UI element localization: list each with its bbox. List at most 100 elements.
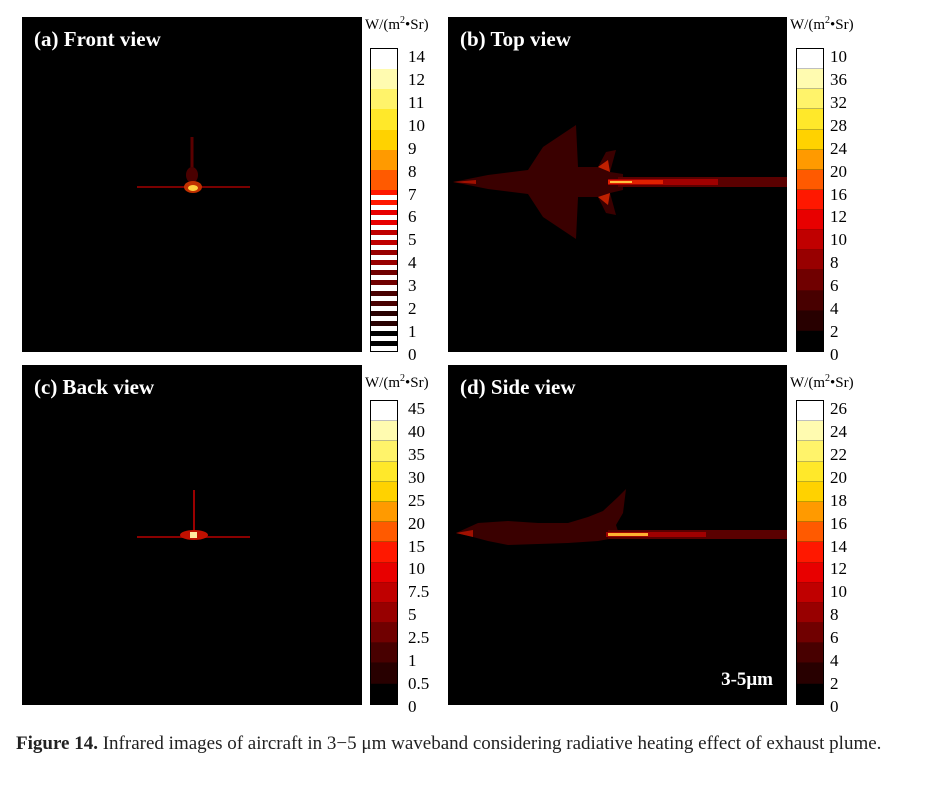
colorbar-tick-label: 11	[408, 92, 425, 112]
colorbar-stripe	[371, 144, 397, 150]
colorbar-d	[796, 400, 824, 705]
colorbar-stripe	[371, 245, 397, 251]
colorbar-stripe	[371, 59, 397, 65]
colorbar-tick-label: 18	[830, 490, 847, 510]
colorbar-segment	[371, 441, 397, 462]
colorbar-tick-label: 2	[830, 322, 839, 342]
colorbar-stripe	[371, 169, 397, 175]
unit-label: W/(m2•Sr)	[790, 15, 854, 33]
colorbar-segment	[371, 501, 397, 523]
colorbar-tick-label: 3	[408, 276, 417, 296]
colorbar-tick-label: 8	[830, 605, 839, 625]
colorbar-stripe	[371, 340, 397, 346]
colorbar-segment	[371, 683, 397, 704]
colorbar-tick-label: 16	[830, 184, 847, 204]
colorbar-stripe	[371, 189, 397, 195]
colorbar-stripe	[371, 134, 397, 140]
colorbar-stripe	[371, 74, 397, 80]
colorbar-segment	[797, 602, 823, 624]
front-view-infrared-image	[137, 137, 250, 193]
colorbar-tick-label: 10	[408, 559, 425, 579]
panel-front-view: (a) Front view	[22, 17, 362, 352]
colorbar-stripe	[371, 64, 397, 70]
colorbar-tick-label: 14	[408, 47, 425, 66]
colorbar-stripe	[371, 119, 397, 125]
colorbar-segment	[797, 421, 823, 442]
colorbar-c	[370, 400, 398, 705]
back-view-infrared-image	[137, 490, 250, 540]
colorbar-stripe	[371, 164, 397, 170]
colorbar-segment	[797, 663, 823, 684]
colorbar-tick-label: 0.5	[408, 674, 430, 694]
colorbar-tick-label: 9	[408, 138, 417, 158]
colorbar-stripe	[371, 280, 397, 286]
colorbar-tick-label: 2	[830, 674, 839, 694]
colorbar-stripe	[371, 305, 397, 311]
colorbar-stripe	[371, 285, 397, 291]
colorbar-stripe	[371, 260, 397, 266]
colorbar-segment	[797, 149, 823, 170]
colorbar-stripe	[371, 250, 397, 256]
colorbar-stripe	[371, 210, 397, 216]
colorbar-segment	[797, 522, 823, 543]
colorbar-segment	[797, 501, 823, 523]
panel-top-view: (b) Top view	[448, 17, 787, 352]
colorbar-segment	[797, 401, 823, 422]
colorbar-stripe	[371, 184, 397, 190]
colorbar-tick-label: 14	[830, 536, 847, 556]
colorbar-tick-label: 10	[408, 115, 425, 135]
colorbar-stripe	[371, 230, 397, 236]
colorbar-tick-label: 6	[830, 628, 839, 648]
colorbar-segment	[797, 210, 823, 231]
colorbar-tick-label: 0	[408, 345, 417, 364]
colorbar-tick-label: 0	[830, 697, 839, 716]
colorbar-tick-label: 10	[830, 230, 847, 250]
colorbar-stripe	[371, 225, 397, 231]
colorbar-segment	[797, 481, 823, 502]
colorbar-segment	[797, 683, 823, 704]
unit-label: W/(m2•Sr)	[365, 15, 429, 33]
colorbar-stripe	[371, 220, 397, 226]
colorbar-tick-label: 28	[830, 115, 847, 135]
colorbar-tick-label: 20	[408, 513, 425, 533]
colorbar-stripe	[371, 89, 397, 95]
colorbar-stripe	[371, 109, 397, 115]
colorbar-stripe	[371, 94, 397, 100]
colorbar-tick-label: 10	[830, 582, 847, 602]
colorbar-segment	[371, 522, 397, 543]
colorbar-segment	[797, 542, 823, 563]
colorbar-tick-label: 20	[830, 161, 847, 181]
colorbar-tick-label: 0	[830, 345, 839, 364]
colorbar-stripe	[371, 114, 397, 120]
panel-title: (c) Back view	[34, 375, 155, 399]
colorbar-tick-label: 10	[830, 47, 847, 66]
colorbar-tick-label: 6	[408, 207, 417, 227]
colorbar-segment	[797, 441, 823, 462]
colorbar-tick-label: 8	[408, 161, 417, 181]
colorbar-segment	[797, 189, 823, 210]
colorbar-segment	[371, 602, 397, 624]
colorbar-tick-label: 15	[408, 536, 425, 556]
colorbar-stripe	[371, 315, 397, 321]
colorbar-tick-label: 7.5	[408, 582, 430, 602]
colorbar-stripe	[371, 275, 397, 281]
unit-label: W/(m2•Sr)	[790, 373, 854, 391]
panel-title: (a) Front view	[34, 27, 161, 51]
colorbar-segment	[371, 663, 397, 684]
colorbar-segment	[371, 542, 397, 563]
colorbar-stripe	[371, 124, 397, 130]
colorbar-stripe	[371, 54, 397, 60]
colorbar-d-ticks: 26 24 22 20 18 16 14 12 10 8 6 4 2 0	[830, 400, 870, 715]
colorbar-segment	[797, 643, 823, 664]
colorbar-stripe	[371, 215, 397, 221]
colorbar-stripe	[371, 300, 397, 306]
colorbar-tick-label: 8	[830, 253, 839, 273]
colorbar-stripe	[371, 149, 397, 155]
colorbar-stripe	[371, 84, 397, 90]
colorbar-tick-label: 4	[408, 253, 417, 273]
colorbar-tick-label: 5	[408, 605, 417, 625]
colorbar-stripe	[371, 310, 397, 316]
colorbar-tick-label: 45	[408, 399, 425, 418]
colorbar-tick-label: 32	[830, 92, 847, 112]
figure-label: Figure 14.	[16, 733, 98, 754]
